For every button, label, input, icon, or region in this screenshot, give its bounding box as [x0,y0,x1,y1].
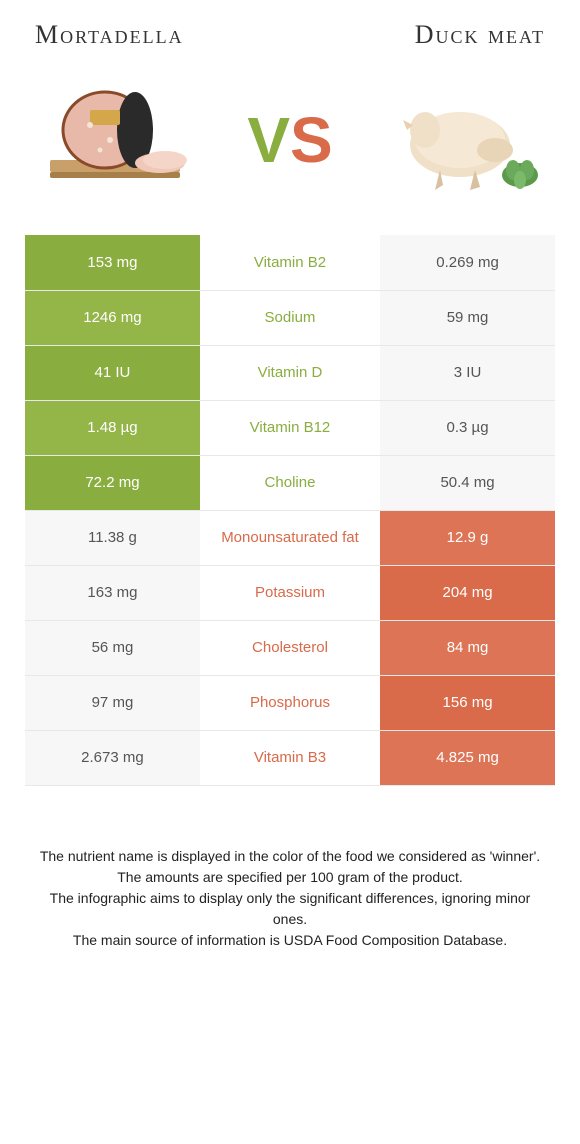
nutrient-label: Monounsaturated fat [200,510,380,565]
left-value: 153 mg [25,235,200,290]
nutrient-label: Sodium [200,290,380,345]
left-value: 41 IU [25,345,200,400]
header-row: Mortadella Duck meat [25,20,555,50]
left-value: 97 mg [25,675,200,730]
table-row: 72.2 mgCholine50.4 mg [25,455,555,510]
table-row: 11.38 gMonounsaturated fat12.9 g [25,510,555,565]
right-value: 0.3 µg [380,400,555,455]
nutrient-label: Cholesterol [200,620,380,675]
right-value: 4.825 mg [380,730,555,785]
right-value: 3 IU [380,345,555,400]
duck-image [385,75,545,205]
right-value: 84 mg [380,620,555,675]
nutrient-label: Vitamin D [200,345,380,400]
left-value: 1246 mg [25,290,200,345]
left-value: 163 mg [25,565,200,620]
right-value: 0.269 mg [380,235,555,290]
right-value: 204 mg [380,565,555,620]
left-value: 11.38 g [25,510,200,565]
nutrient-label: Vitamin B3 [200,730,380,785]
vs-v-letter: V [247,104,290,176]
left-value: 2.673 mg [25,730,200,785]
table-row: 153 mgVitamin B20.269 mg [25,235,555,290]
table-row: 41 IUVitamin D3 IU [25,345,555,400]
nutrient-label: Choline [200,455,380,510]
right-value: 59 mg [380,290,555,345]
left-value: 72.2 mg [25,455,200,510]
left-food-title: Mortadella [35,20,184,50]
footer-line-1: The nutrient name is displayed in the co… [35,846,545,867]
nutrient-label: Vitamin B12 [200,400,380,455]
right-food-title: Duck meat [415,20,545,50]
comparison-table: 153 mgVitamin B20.269 mg1246 mgSodium59 … [25,235,555,786]
table-row: 56 mgCholesterol84 mg [25,620,555,675]
images-row: VS [25,75,555,205]
footer-notes: The nutrient name is displayed in the co… [25,846,555,951]
vs-s-letter: S [290,104,333,176]
right-value: 156 mg [380,675,555,730]
table-row: 1.48 µgVitamin B120.3 µg [25,400,555,455]
table-row: 1246 mgSodium59 mg [25,290,555,345]
right-value: 50.4 mg [380,455,555,510]
footer-line-4: The main source of information is USDA F… [35,930,545,951]
table-row: 163 mgPotassium204 mg [25,565,555,620]
nutrient-label: Phosphorus [200,675,380,730]
left-value: 1.48 µg [25,400,200,455]
vs-label: VS [247,103,332,177]
mortadella-image [35,75,195,205]
table-row: 97 mgPhosphorus156 mg [25,675,555,730]
footer-line-2: The amounts are specified per 100 gram o… [35,867,545,888]
left-value: 56 mg [25,620,200,675]
nutrient-label: Vitamin B2 [200,235,380,290]
footer-line-3: The infographic aims to display only the… [35,888,545,930]
table-row: 2.673 mgVitamin B34.825 mg [25,730,555,785]
nutrient-label: Potassium [200,565,380,620]
right-value: 12.9 g [380,510,555,565]
